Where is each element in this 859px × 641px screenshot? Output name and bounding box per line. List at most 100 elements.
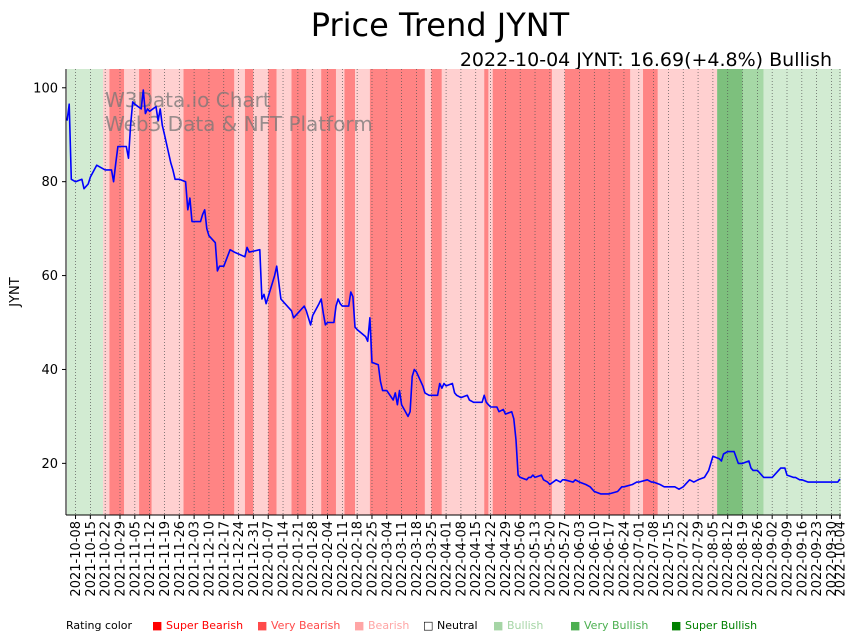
x-tick-label: 2022-01-28 xyxy=(306,521,321,597)
x-tick-label: 2022-03-18 xyxy=(410,521,425,597)
x-tick-label: 2021-12-24 xyxy=(232,521,247,597)
chart-title: Price Trend JYNT xyxy=(311,6,570,44)
x-tick-label: 2022-06-03 xyxy=(573,521,588,597)
x-tick-label: 2022-07-22 xyxy=(677,521,692,597)
x-tick-label: 2022-02-25 xyxy=(366,521,381,597)
rating-band-bullish xyxy=(763,69,841,515)
x-tick-label: 2022-01-21 xyxy=(291,521,306,597)
rating-band-very-bearish xyxy=(564,69,631,515)
rating-band-very-bearish xyxy=(291,69,307,515)
rating-band-very-bearish xyxy=(643,69,658,515)
x-tick-label: 2022-05-27 xyxy=(558,521,573,597)
rating-band-bearish xyxy=(234,69,245,515)
legend-swatch: □ xyxy=(423,619,433,632)
price-series xyxy=(66,89,841,495)
x-tick-label: 2022-10-04 xyxy=(833,521,848,597)
rating-band-bullish xyxy=(67,69,104,515)
price-line-jynt xyxy=(66,89,841,495)
x-tick-label: 2022-04-01 xyxy=(440,521,455,597)
rating-bands xyxy=(67,69,841,515)
x-tick-label: 2022-05-20 xyxy=(543,521,558,597)
legend-swatch: ■ xyxy=(354,619,364,632)
rating-band-bearish xyxy=(276,69,292,515)
rating-band-very-bearish xyxy=(139,69,152,515)
x-tick-label: 2022-07-15 xyxy=(662,521,677,597)
x-tick-label: 2022-03-25 xyxy=(425,521,440,597)
x-tick-label: 2022-06-10 xyxy=(588,521,603,597)
legend-label: Bearish xyxy=(368,619,409,632)
watermark-line: W3Data.io Chart xyxy=(105,88,271,112)
rating-band-very-bearish xyxy=(268,69,277,515)
x-tick-label: 2022-09-23 xyxy=(810,521,825,597)
x-tick-label: 2022-04-15 xyxy=(469,521,484,597)
legend-label: Neutral xyxy=(437,619,478,632)
x-tick-labels: 2021-10-08 2021-10-15 2021-10-22 2021-10-29… xyxy=(69,515,848,597)
x-tick-label: 2022-08-12 xyxy=(721,521,736,597)
x-tick-label: 2022-08-05 xyxy=(706,521,721,597)
legend-label: Super Bearish xyxy=(166,619,243,632)
x-tick-label: 2021-11-26 xyxy=(173,521,188,597)
x-tick-label: 2021-11-05 xyxy=(128,521,143,597)
legend-swatch: ■ xyxy=(570,619,580,632)
x-tick-label: 2022-09-09 xyxy=(781,521,796,597)
x-tick-label: 2021-10-15 xyxy=(84,521,99,597)
legend-title: Rating color xyxy=(66,619,133,632)
x-tick-label: 2022-09-02 xyxy=(766,521,781,597)
x-tick-label: 2022-04-08 xyxy=(454,521,469,597)
x-tick-label: 2022-01-14 xyxy=(277,521,292,597)
rating-band-very-bearish xyxy=(369,69,425,515)
legend-swatch: ■ xyxy=(257,619,267,632)
x-tick-label: 2022-04-29 xyxy=(499,521,514,597)
x-tick-label: 2021-12-03 xyxy=(188,521,203,597)
legend-label: Very Bullish xyxy=(584,619,648,632)
x-gridlines xyxy=(75,69,841,515)
x-tick-label: 2022-03-04 xyxy=(380,521,395,597)
legend-swatch: ■ xyxy=(671,619,681,632)
x-tick-label: 2021-11-19 xyxy=(158,521,173,597)
rating-band-very-bearish xyxy=(244,69,254,515)
legend-label: Super Bullish xyxy=(685,619,757,632)
rating-band-very-bearish xyxy=(321,69,336,515)
legend-label: Bullish xyxy=(507,619,543,632)
rating-band-bearish xyxy=(630,69,644,515)
x-tick-label: 2022-08-26 xyxy=(751,521,766,597)
rating-band-bearish xyxy=(355,69,370,515)
rating-band-very-bullish xyxy=(742,69,752,515)
x-tick-label: 2022-05-13 xyxy=(529,521,544,597)
rating-band-bearish xyxy=(657,69,718,515)
x-tick-label: 2022-07-08 xyxy=(647,521,662,597)
rating-band-bearish xyxy=(306,69,322,515)
x-tick-label: 2022-09-16 xyxy=(795,521,810,597)
rating-band-very-bearish xyxy=(484,69,489,515)
rating-band-bearish xyxy=(441,69,485,515)
rating-legend: Rating color ■ Super Bearish ■ Very Bearish ■… xyxy=(66,619,757,632)
x-tick-label: 2021-10-22 xyxy=(99,521,114,597)
rating-band-bearish xyxy=(335,69,345,515)
x-tick-label: 2022-02-11 xyxy=(336,521,351,597)
x-tick-label: 2022-06-17 xyxy=(603,521,618,597)
y-tick-label: 100 xyxy=(33,81,58,96)
y-axis-label: JYNT xyxy=(8,277,23,307)
y-tick-labels: 20 40 60 80 100 xyxy=(33,81,66,472)
x-tick-label: 2021-12-10 xyxy=(202,521,217,597)
x-tick-label: 2021-12-31 xyxy=(247,521,262,597)
x-tick-label: 2022-02-18 xyxy=(351,521,366,597)
rating-band-super-bullish xyxy=(717,69,743,515)
rating-band-bearish xyxy=(124,69,140,515)
x-tick-label: 2022-07-01 xyxy=(632,521,647,597)
axes xyxy=(65,69,841,516)
rating-band-bearish xyxy=(151,69,184,515)
x-tick-label: 2022-01-07 xyxy=(262,521,277,597)
x-tick-label: 2022-07-29 xyxy=(692,521,707,597)
rating-band-very-bearish xyxy=(344,69,356,515)
x-tick-label: 2022-04-22 xyxy=(484,521,499,597)
legend-swatch: ■ xyxy=(152,619,162,632)
rating-band-bearish xyxy=(424,69,432,515)
x-tick-label: 2021-10-29 xyxy=(114,521,129,597)
y-tick-label: 60 xyxy=(41,269,58,284)
y-tick-label: 80 xyxy=(41,175,58,190)
x-tick-label: 2021-12-17 xyxy=(217,521,232,597)
x-tick-label: 2022-09-30 xyxy=(825,521,840,597)
legend-label: Very Bearish xyxy=(271,619,340,632)
